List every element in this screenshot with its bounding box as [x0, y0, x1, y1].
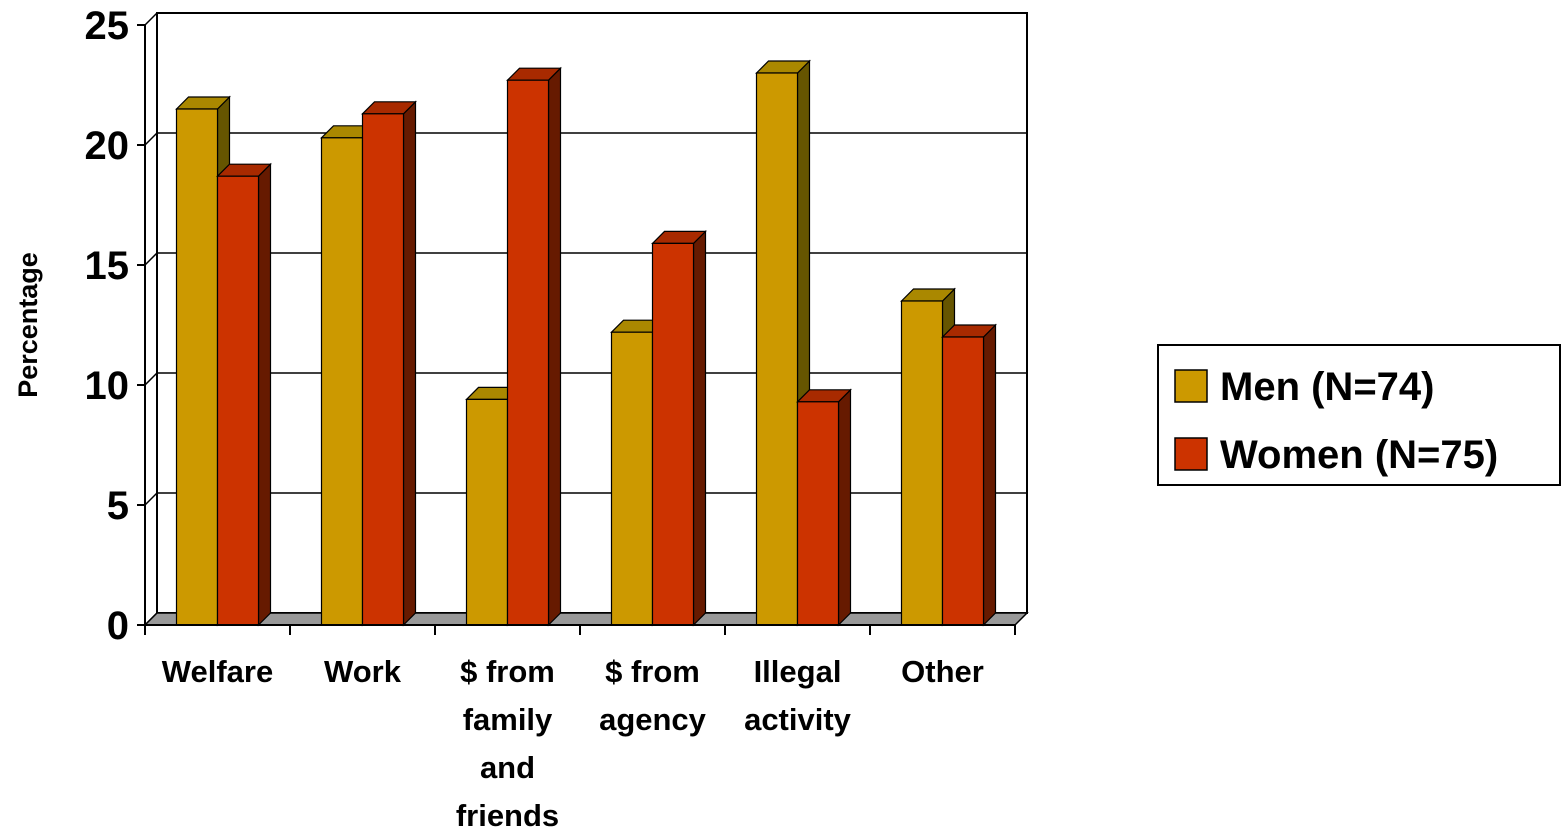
x-category-label-line: Illegal: [754, 654, 842, 689]
legend-label: Men (N=74): [1220, 365, 1435, 409]
x-category-label-line: and: [480, 750, 535, 785]
x-category-labels: Welfare Work $ from family and friends $ from a…: [162, 654, 984, 831]
bar-front: [941, 336, 985, 626]
bar-front: [900, 300, 944, 626]
side-wall-gridline: [144, 252, 158, 266]
bars: [175, 59, 997, 627]
y-tick-label: 0: [107, 604, 129, 648]
gridlines: [144, 12, 1028, 626]
bar: [361, 100, 417, 627]
y-tick-labels: 0 5 10 15 20 25: [85, 4, 130, 648]
bar-side: [547, 66, 562, 627]
axes: [137, 24, 1016, 635]
bar: [506, 66, 562, 627]
legend-label: Women (N=75): [1220, 433, 1498, 477]
x-category-label: Illegal activity: [744, 654, 852, 737]
side-wall-gridline: [144, 132, 158, 146]
x-category-label: Welfare: [162, 654, 273, 689]
y-tick-label: 10: [85, 364, 130, 408]
legend-swatch: [1174, 437, 1208, 471]
x-category-label: $ from family and friends: [456, 654, 559, 831]
y-tick-label: 20: [85, 124, 130, 168]
x-category-label-line: family: [463, 702, 553, 737]
bar-front: [175, 108, 219, 626]
floor-slab: [143, 612, 1029, 626]
bar-side: [692, 229, 707, 627]
x-category-label: Work: [324, 654, 402, 689]
bar-front: [216, 175, 260, 626]
bar-front: [361, 113, 405, 626]
bar: [216, 162, 272, 627]
x-category-label-line: $ from: [605, 654, 700, 689]
bar: [941, 323, 997, 627]
x-category-label-line: Work: [324, 654, 402, 689]
legend-box: [1157, 344, 1561, 486]
x-category-label-line: $ from: [460, 654, 555, 689]
bar: [755, 59, 811, 627]
y-tick-label: 15: [85, 244, 130, 288]
chart-floor: [143, 612, 1029, 626]
side-wall-gridline: [144, 12, 158, 26]
x-category-label-line: friends: [456, 798, 559, 831]
bar: [796, 388, 852, 627]
bar-front: [610, 331, 654, 626]
x-category-label: Other: [901, 654, 984, 689]
x-category-label-line: activity: [744, 702, 852, 737]
bar-side: [402, 100, 417, 627]
bar-front: [796, 401, 840, 626]
x-category-label-line: agency: [599, 702, 707, 737]
side-wall-gridline: [144, 372, 158, 386]
bar-front: [465, 398, 509, 626]
y-axis-title: Percentage: [13, 252, 43, 398]
bar: [651, 229, 707, 627]
x-category-label-line: Other: [901, 654, 984, 689]
side-wall-gridline: [144, 492, 158, 506]
bar-side: [257, 162, 272, 627]
plot-back-wall: [156, 12, 1028, 614]
legend: Men (N=74) Women (N=75): [1157, 344, 1561, 486]
bar-front: [320, 137, 364, 626]
bar-front: [651, 242, 695, 626]
bar-front: [755, 72, 799, 626]
bar-side: [982, 323, 997, 627]
bar-side: [837, 388, 852, 627]
y-tick-label: 25: [85, 4, 130, 48]
x-category-label: $ from agency: [599, 654, 707, 737]
x-category-label-line: Welfare: [162, 654, 273, 689]
y-tick-label: 5: [107, 484, 129, 528]
legend-swatch: [1174, 369, 1208, 403]
bar-front: [506, 79, 550, 626]
